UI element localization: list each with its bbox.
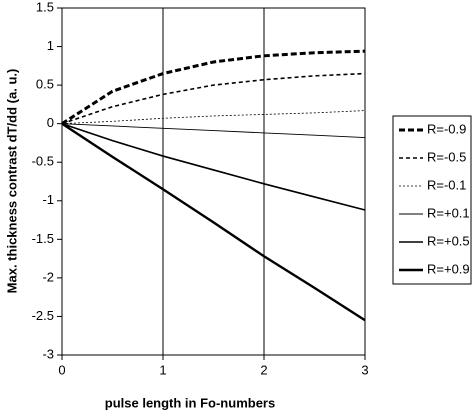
series-line (61, 122, 366, 322)
y-tick-label: -1.5 (32, 231, 54, 246)
plot-area (61, 7, 366, 356)
y-tick-label: -2.5 (32, 308, 54, 323)
x-axis-label: pulse length in Fo-numbers (105, 395, 275, 410)
series-line (61, 72, 366, 125)
legend-label: R=+0.5 (427, 233, 470, 248)
y-tick-label: -3 (42, 346, 54, 361)
x-tick-label: 3 (361, 362, 368, 377)
y-tick-label: 1.5 (36, 0, 54, 14)
legend-label: R=-0.5 (427, 149, 466, 164)
series-line (61, 49, 366, 125)
series-line (61, 110, 366, 125)
y-tick-label: 1 (47, 38, 54, 53)
y-tick-label: -0.5 (32, 154, 54, 169)
x-tick-label: 0 (58, 362, 65, 377)
series-line (61, 122, 366, 211)
legend-label: R=+0.1 (427, 205, 470, 220)
x-tick-label: 2 (260, 362, 267, 377)
legend-label: R=-0.9 (427, 121, 466, 136)
series-line (61, 123, 366, 138)
legend-label: R=-0.1 (427, 177, 466, 192)
y-tick-label: 0 (47, 115, 54, 130)
y-tick-label: 0.5 (36, 77, 54, 92)
legend-box (392, 115, 472, 285)
x-tick-label: 1 (159, 362, 166, 377)
legend-label: R=+0.9 (427, 261, 470, 276)
y-tick-label: -2 (42, 269, 54, 284)
y-tick-label: -1 (42, 192, 54, 207)
y-axis-label: Max. thickness contrast dT/dd (a. u.) (4, 69, 19, 294)
